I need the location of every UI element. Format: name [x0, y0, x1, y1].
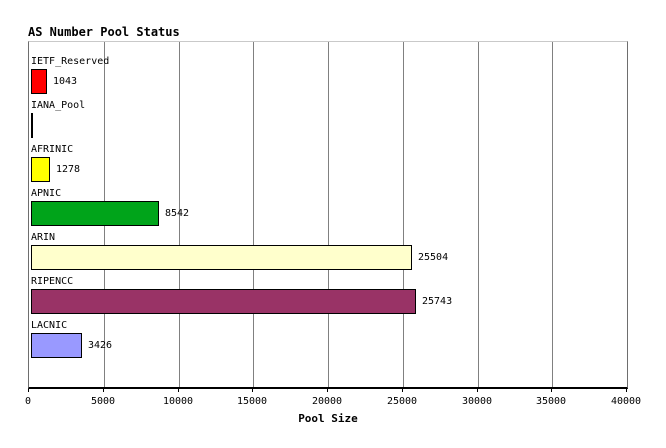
x-tick-mark [477, 389, 478, 392]
bar-line [31, 112, 627, 139]
value-label: 25743 [422, 296, 453, 307]
value-label: 3426 [88, 340, 113, 351]
bar-APNIC [31, 201, 159, 226]
gridline [552, 42, 553, 387]
category-label: APNIC [31, 188, 62, 199]
bar-row: IETF_Reserved 1043 [29, 55, 627, 99]
x-tick-label: 35000 [535, 396, 567, 407]
x-tick-label: 40000 [610, 396, 642, 407]
x-tick-label: 25000 [386, 396, 418, 407]
x-tick-label: 20000 [311, 396, 343, 407]
bar-RIPENCC [31, 289, 416, 314]
bar-row: IANA_Pool [29, 99, 627, 143]
bar-IETF_Reserved [31, 69, 47, 94]
value-label: 1278 [56, 164, 81, 175]
gridline [328, 42, 329, 387]
value-label: 25504 [418, 252, 449, 263]
bar-line: 25504 [31, 244, 627, 271]
gridline [478, 42, 479, 387]
bar-line: 1043 [31, 68, 627, 95]
x-tick-mark [103, 389, 104, 392]
value-label: 8542 [165, 208, 190, 219]
x-tick-mark [626, 389, 627, 392]
bar-IANA_Pool [31, 113, 33, 138]
x-tick-label: 15000 [236, 396, 268, 407]
category-label: ARIN [31, 232, 56, 243]
gridline [179, 42, 180, 387]
bar-line: 1278 [31, 156, 627, 183]
category-label: RIPENCC [31, 276, 74, 287]
bar-row: RIPENCC 25743 [29, 275, 627, 319]
bar-ARIN [31, 245, 412, 270]
x-tick-mark [28, 389, 29, 392]
category-label: LACNIC [31, 320, 68, 331]
bar-line: 25743 [31, 288, 627, 315]
bar-row: AFRINIC 1278 [29, 143, 627, 187]
x-tick-label: 10000 [162, 396, 194, 407]
x-tick-mark [327, 389, 328, 392]
x-tick-mark [402, 389, 403, 392]
x-axis-title: Pool Size [298, 412, 358, 425]
bar-line: 3426 [31, 332, 627, 359]
bar-LACNIC [31, 333, 82, 358]
value-label: 1043 [53, 76, 78, 87]
bar-row: LACNIC 3426 [29, 319, 627, 363]
x-tick-mark [252, 389, 253, 392]
x-tick-mark [178, 389, 179, 392]
x-tick-label: 5000 [90, 396, 116, 407]
bar-AFRINIC [31, 157, 50, 182]
category-label: IETF_Reserved [31, 56, 110, 67]
plot-area: IETF_Reserved 1043 IANA_Pool AFRINIC 1278 APN… [28, 41, 628, 389]
bar-row: ARIN 25504 [29, 231, 627, 275]
bar-rows: IETF_Reserved 1043 IANA_Pool AFRINIC 1278 APN… [29, 42, 627, 363]
category-label: AFRINIC [31, 144, 74, 155]
category-label: IANA_Pool [31, 100, 86, 111]
chart-title: AS Number Pool Status [28, 25, 180, 39]
bar-row: APNIC 8542 [29, 187, 627, 231]
gridline [253, 42, 254, 387]
bar-line: 8542 [31, 200, 627, 227]
x-tick-label: 30000 [461, 396, 493, 407]
x-tick-label: 0 [24, 396, 32, 407]
gridline [403, 42, 404, 387]
x-tick-mark [551, 389, 552, 392]
